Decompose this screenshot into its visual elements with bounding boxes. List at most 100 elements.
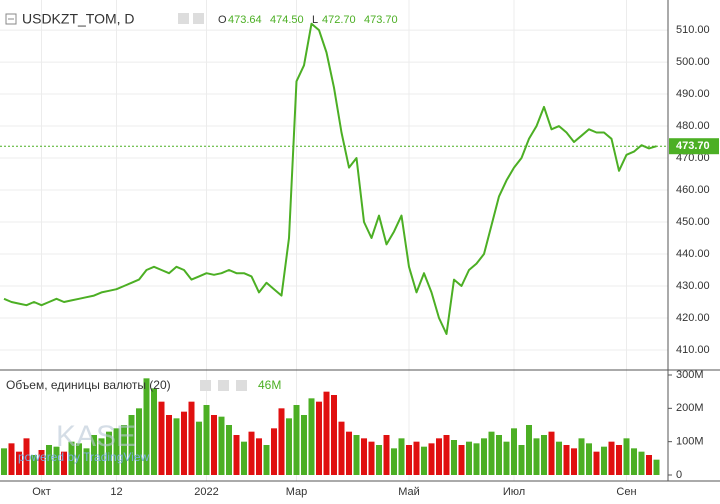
volume-bar (548, 431, 555, 475)
volume-bar (421, 446, 427, 475)
volume-bar (128, 415, 135, 475)
volume-bar (406, 445, 412, 475)
volume-bar (46, 445, 52, 475)
volume-last: 46M (258, 378, 281, 392)
y-tick-label: 430.00 (676, 280, 710, 292)
volume-bar (233, 435, 240, 475)
volume-bar (346, 431, 352, 475)
y-tick-label: 440.00 (676, 248, 710, 260)
volume-bar (451, 440, 457, 475)
volume-bar (601, 446, 607, 475)
volume-bar (436, 438, 442, 475)
ohlc-value: 473.70 (364, 14, 398, 26)
volume-bar (563, 445, 570, 475)
last-price-label: 473.70 (676, 140, 710, 152)
volume-bar (241, 441, 247, 475)
volume-bar (218, 416, 225, 475)
volume-bar (646, 455, 652, 475)
volume-bar (383, 435, 390, 475)
x-tick-label: Окт (32, 486, 51, 498)
volume-bar (248, 431, 255, 475)
volume-bar (653, 459, 660, 475)
volume-bar (31, 455, 37, 475)
settings-icon[interactable] (236, 380, 247, 391)
volume-bar (271, 428, 277, 475)
volume-bar (263, 445, 270, 475)
volume-bar (158, 401, 165, 475)
volume-bar (398, 438, 405, 475)
volume-bar (308, 398, 315, 475)
volume-bar (368, 441, 375, 475)
x-tick-label: Мар (286, 486, 308, 498)
marks-layer (0, 22, 668, 475)
grid-layer (0, 0, 668, 481)
ohlc-value: 472.70 (322, 14, 356, 26)
volume-bar (121, 425, 127, 475)
x-tick-label: 2022 (194, 486, 218, 498)
x-tick-label: Сен (616, 486, 636, 498)
volume-bar (541, 435, 547, 475)
last-price-box (669, 138, 719, 155)
ohlc-value: 474.50 (270, 14, 304, 26)
ohlc-value: 473.64 (228, 14, 262, 26)
volume-bar (556, 441, 562, 475)
volume-bar (623, 438, 630, 475)
volume-bar (338, 421, 345, 475)
volume-bar (256, 438, 262, 475)
y-tick-label: 410.00 (676, 344, 710, 356)
volume-bar (473, 443, 480, 475)
volume-bar (188, 401, 195, 475)
volume-title: Объем, единицы валюты (20) (6, 378, 171, 392)
volume-bar (38, 450, 45, 475)
volume-bar (458, 445, 465, 475)
volume-bar (286, 418, 292, 475)
volume-bar (533, 438, 540, 475)
settings-icon[interactable] (200, 380, 211, 391)
volume-bar (481, 438, 487, 475)
volume-bar (53, 446, 60, 475)
y-tick-label: 460.00 (676, 184, 710, 196)
volume-bar (488, 431, 495, 475)
symbol-title: USDKZT_TOM, D (22, 11, 135, 27)
volume-bar (106, 431, 112, 475)
volume-bar (376, 445, 382, 475)
settings-icon[interactable] (193, 13, 204, 24)
y-tick-label: 420.00 (676, 312, 710, 324)
volume-bar (571, 448, 577, 475)
volume-bar (1, 448, 7, 475)
volume-bar (361, 438, 367, 475)
y-tick-label: 470.00 (676, 152, 710, 164)
volume-bar (278, 408, 285, 475)
volume-bar (83, 448, 90, 475)
volume-bar (496, 435, 502, 475)
settings-icon[interactable] (178, 13, 189, 24)
settings-icon[interactable] (218, 380, 229, 391)
volume-bar (113, 428, 120, 475)
volume-bar (331, 395, 337, 475)
volume-bar (526, 425, 532, 475)
y-tick-label: 100M (676, 436, 704, 448)
volume-bar (391, 448, 397, 475)
volume-bar (211, 415, 217, 475)
ohlc-key: O (218, 14, 227, 26)
collapse-icon[interactable] (5, 13, 17, 25)
ohlc-legend: O 473.64 474.50 L 472.70 473.70 (218, 14, 398, 26)
x-tick-label: 12 (110, 486, 122, 498)
volume-bar (503, 441, 510, 475)
volume-bar (136, 408, 142, 475)
volume-bar (608, 441, 615, 475)
volume-bar (466, 441, 472, 475)
volume-bar (98, 438, 105, 475)
volume-bar (316, 401, 322, 475)
volume-bar (23, 438, 30, 475)
watermark: KASE (56, 420, 136, 453)
volume-bar (143, 378, 150, 475)
volume-bar (173, 418, 180, 475)
y-tick-label: 510.00 (676, 24, 710, 36)
y-tick-label: 480.00 (676, 120, 710, 132)
volume-bar (196, 421, 202, 475)
volume-bar (151, 388, 157, 475)
volume-bar (353, 435, 360, 475)
